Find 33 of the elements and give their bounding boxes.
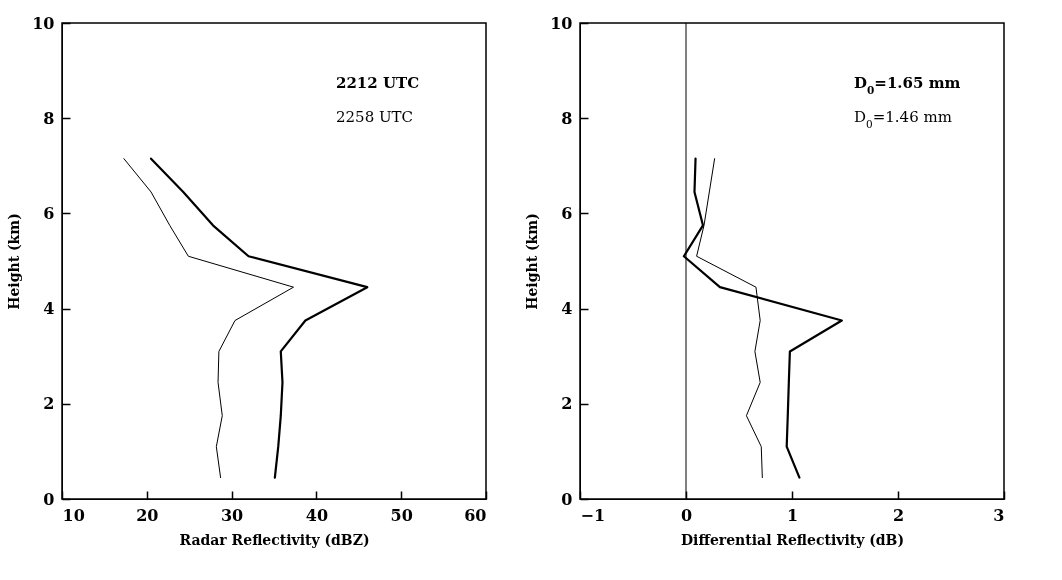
x-axis-title: Differential Reflectivity (dB) [680, 531, 905, 548]
x-tick-label: 60 [464, 505, 487, 525]
x-tick-label: 0 [680, 505, 693, 525]
y-tick-label: 8 [43, 108, 55, 128]
x-tick-label: 30 [220, 505, 244, 525]
x-tick-label: 50 [390, 505, 413, 525]
y-tick-label: 2 [561, 394, 573, 414]
line-series [149, 157, 369, 479]
text: D$_{0}$=1.46 mm [854, 108, 952, 130]
x-tick-label: 3 [993, 505, 1005, 525]
text: D$_{0}$=1.65 mm [854, 74, 961, 96]
y-tick-label: 10 [550, 13, 573, 33]
x-tick-label: 40 [305, 505, 329, 525]
y-axis-title: Height (km) [524, 213, 541, 310]
x-axis-title: Radar Reflectivity (dBZ) [179, 531, 370, 548]
y-tick-label: 4 [43, 299, 55, 319]
text: 2258 UTC [336, 108, 414, 126]
y-tick-label: 0 [561, 489, 573, 509]
x-tick-label: 10 [62, 505, 85, 525]
y-tick-label: 8 [561, 108, 573, 128]
text: 2212 UTC [336, 74, 420, 92]
y-tick-label: 4 [561, 299, 573, 319]
y-tick-label: 10 [32, 13, 55, 33]
y-tick-label: 2 [43, 394, 55, 414]
x-tick-label: 20 [136, 505, 159, 525]
x-tick-label: 2 [892, 505, 905, 525]
y-tick-label: 0 [43, 489, 55, 509]
x-tick-label: −1 [580, 505, 606, 525]
line-series [123, 158, 294, 479]
y-tick-label: 6 [43, 203, 55, 223]
y-axis-title: Height (km) [6, 213, 23, 310]
y-tick-label: 6 [561, 203, 573, 223]
x-tick-label: 1 [786, 505, 799, 525]
